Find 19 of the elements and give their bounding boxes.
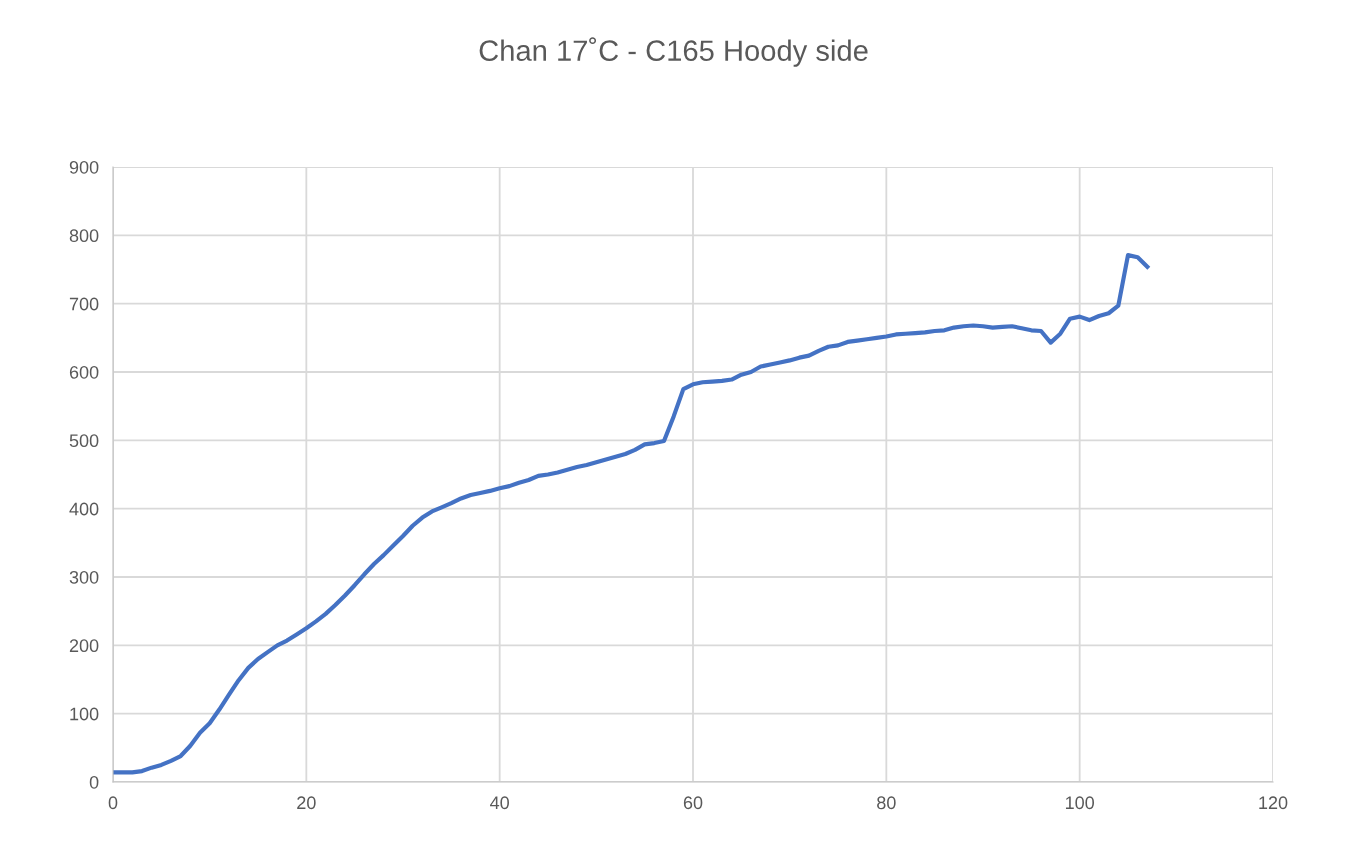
x-tick-label: 40: [490, 796, 509, 810]
line-series: [113, 253, 1150, 775]
y-tick-label: 0: [89, 775, 99, 789]
y-tick-label: 500: [69, 434, 99, 448]
x-tick-label: 80: [877, 796, 896, 810]
chart-title: Chan 17˚C - C165 Hoody side: [479, 37, 868, 67]
y-tick-label: 200: [69, 639, 99, 653]
y-tick-label: 300: [69, 570, 99, 584]
x-tick-label: 60: [683, 796, 703, 810]
x-tick-label: 0: [108, 796, 118, 810]
y-tick-label: 900: [69, 160, 99, 174]
x-tick-label: 20: [297, 796, 316, 810]
y-tick-label: 100: [70, 707, 99, 721]
x-tick-label: 120: [1259, 796, 1288, 810]
y-tick-label: 600: [69, 365, 99, 379]
x-tick-label: 100: [1065, 796, 1095, 810]
y-tick-label: 700: [69, 297, 99, 311]
y-tick-label: 400: [69, 502, 99, 516]
y-tick-label: 800: [69, 229, 99, 243]
